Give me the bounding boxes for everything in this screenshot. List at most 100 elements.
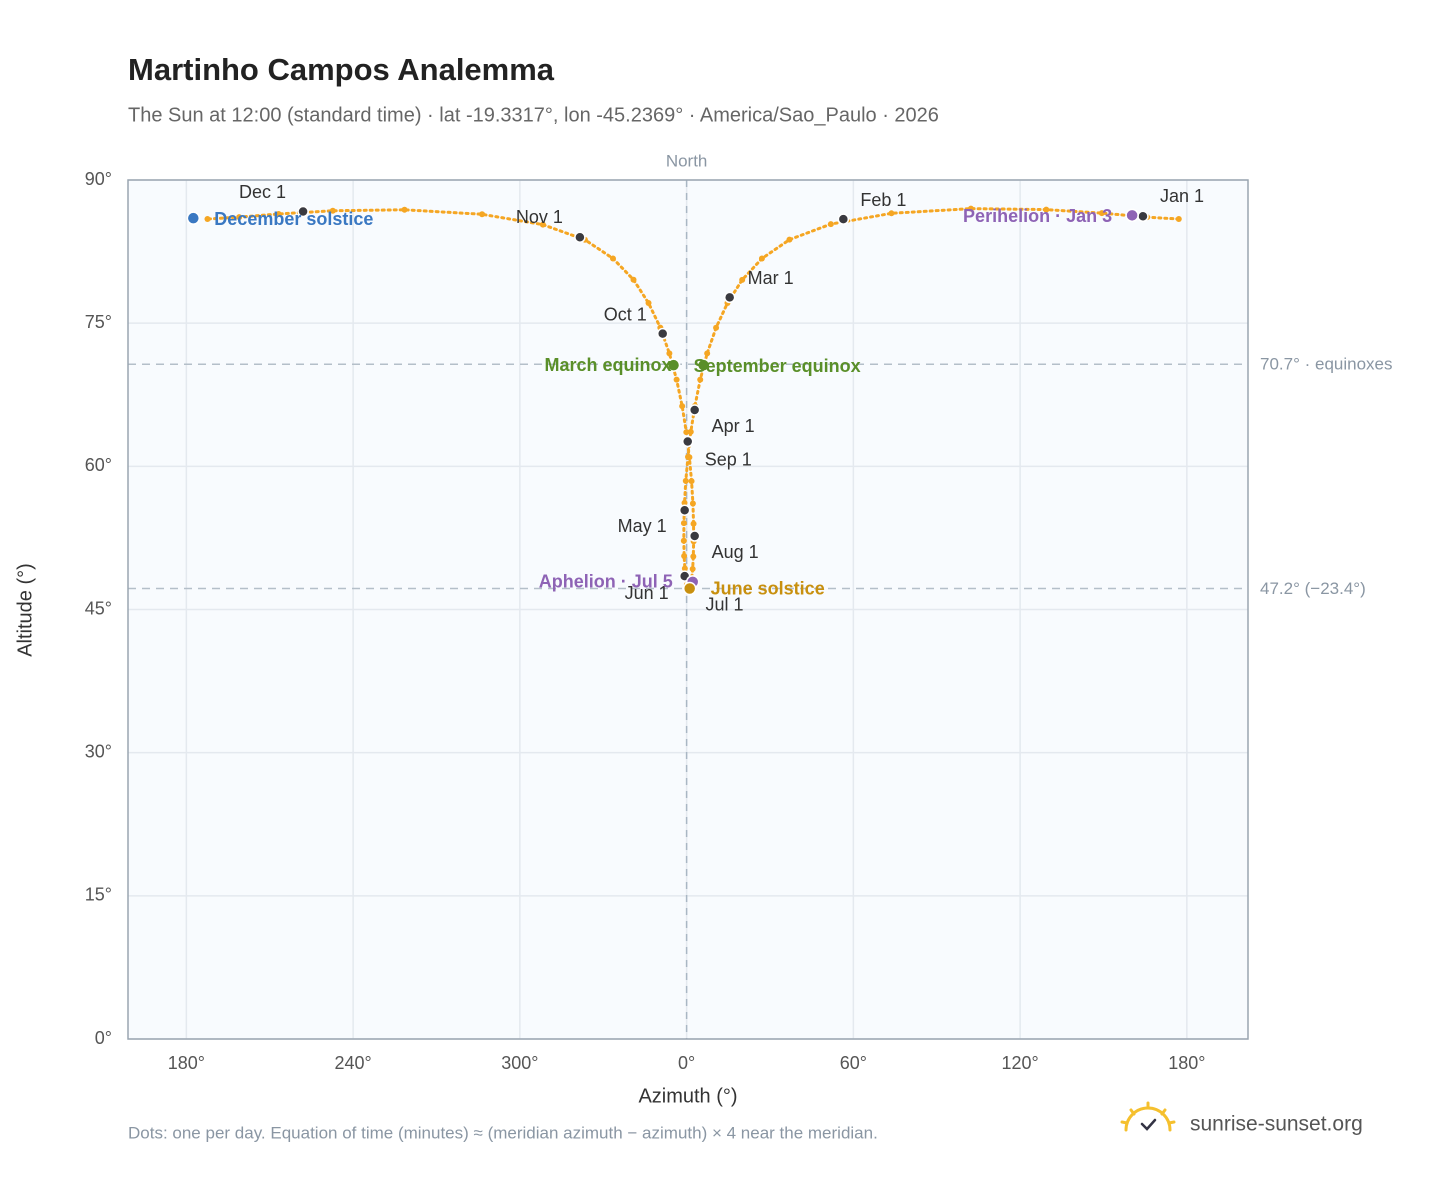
footnote: Dots: one per day. Equation of time (min… <box>128 1123 878 1142</box>
x-tick-label: 60° <box>840 1053 867 1073</box>
event-label: March equinox <box>545 355 672 375</box>
key-date-label: May 1 <box>618 516 667 536</box>
daily-dot <box>645 300 652 307</box>
daily-dot <box>704 350 711 357</box>
key-date-dot <box>1137 210 1149 223</box>
key-date-label: Jan 1 <box>1160 186 1204 206</box>
analemma-curve <box>1145 215 1181 221</box>
key-date-label: Nov 1 <box>516 207 563 227</box>
y-tick-label: 0° <box>95 1028 112 1048</box>
event-dot <box>666 358 681 372</box>
daily-dot <box>680 520 687 527</box>
reference-label: 70.7° · equinoxes <box>1260 355 1393 374</box>
daily-dot <box>681 565 688 572</box>
y-tick-label: 45° <box>85 598 112 618</box>
key-date-dot <box>574 231 586 244</box>
daily-dot <box>758 255 765 262</box>
daily-dot <box>690 553 697 560</box>
x-tick-label: 0° <box>678 1053 695 1073</box>
daily-dot <box>609 255 616 262</box>
plot-frame <box>127 179 1249 1040</box>
y-tick-label: 30° <box>85 741 112 761</box>
key-date-label: Aug 1 <box>712 542 759 562</box>
key-date-label: Feb 1 <box>860 190 906 210</box>
event-dot <box>1125 208 1139 223</box>
daily-dot <box>1043 206 1050 213</box>
y-tick-label: 90° <box>85 169 112 189</box>
daily-dot <box>275 210 282 217</box>
key-date-label: Sep 1 <box>705 449 752 469</box>
event-dot <box>186 211 201 225</box>
daily-dot <box>689 565 696 572</box>
daily-dot <box>1175 216 1182 223</box>
x-tick-label: 180° <box>1168 1053 1205 1073</box>
key-date-dot <box>688 530 701 542</box>
event-label: June solstice <box>711 578 825 598</box>
event-label: September equinox <box>694 356 861 376</box>
daily-dot <box>690 520 697 527</box>
key-date-dot <box>837 213 850 225</box>
key-date-label: Apr 1 <box>712 416 755 436</box>
event-label: December solstice <box>214 209 373 229</box>
key-date-label: Oct 1 <box>604 304 647 324</box>
x-tick-label: 240° <box>334 1053 371 1073</box>
daily-dot <box>683 429 690 436</box>
daily-dot <box>967 205 974 212</box>
daily-dot <box>673 376 680 383</box>
key-date-dot <box>297 205 309 218</box>
daily-dot <box>688 478 695 485</box>
key-date-dot <box>656 327 669 340</box>
event-dot <box>682 581 697 596</box>
daily-dot <box>204 216 211 223</box>
daily-dot <box>329 207 336 214</box>
daily-dot <box>539 221 546 228</box>
reference-label: 47.2° (−23.4°) <box>1260 579 1366 598</box>
x-tick-label: 300° <box>501 1053 538 1073</box>
key-date-dot <box>688 404 701 416</box>
daily-dot <box>888 210 895 217</box>
key-date-dot <box>723 291 736 304</box>
x-axis-label: Azimuth (°) <box>638 1085 737 1107</box>
y-tick-label: 75° <box>85 312 112 332</box>
daily-dot <box>682 477 689 484</box>
y-axis-label: Altitude (°) <box>14 563 36 657</box>
daily-dot <box>680 537 687 544</box>
y-tick-label: 15° <box>85 885 112 905</box>
key-date-label: Mar 1 <box>748 268 794 288</box>
daily-dot <box>689 500 696 507</box>
key-date-label: Jul 1 <box>706 594 744 614</box>
event-dot <box>696 358 711 372</box>
daily-dot <box>686 454 693 461</box>
daily-dot <box>697 376 704 383</box>
chart-title: Martinho Campos Analemma <box>128 52 555 87</box>
daily-dot <box>679 403 686 410</box>
key-date-dot <box>678 504 691 516</box>
daily-dot <box>681 553 688 560</box>
y-tick-label: 60° <box>85 455 112 475</box>
daily-dot <box>666 350 673 357</box>
daily-dot <box>401 206 408 213</box>
daily-dot <box>1098 210 1105 217</box>
marks: Jan 1 Feb 1 Mar 1 Apr 1 May 1 Jun 1 Jul 1 Aug 1… <box>186 182 1204 614</box>
x-tick-label: 180° <box>168 1053 205 1073</box>
daily-dot <box>681 499 688 506</box>
key-date-dot <box>681 435 694 448</box>
daily-dot <box>739 276 746 283</box>
brand: sunrise-sunset.org <box>1190 1113 1363 1136</box>
daily-dot <box>479 211 486 218</box>
daily-dot <box>827 221 834 228</box>
daily-dot <box>236 214 243 221</box>
key-date-label: Jun 1 <box>625 583 669 603</box>
key-date-label: Dec 1 <box>239 182 286 202</box>
event-label: Aphelion · Jul 5 <box>539 572 673 592</box>
north-label: North <box>666 151 708 170</box>
event-label: Perihelion · Jan 3 <box>963 206 1112 226</box>
brand-icon <box>1120 1101 1176 1132</box>
daily-dot <box>687 428 694 435</box>
x-tick-label: 120° <box>1001 1053 1038 1073</box>
daily-dot <box>630 276 637 283</box>
daily-dot <box>713 324 720 331</box>
chart-subtitle: The Sun at 12:00 (standard time) · lat -… <box>128 104 939 126</box>
daily-dot <box>786 236 793 243</box>
